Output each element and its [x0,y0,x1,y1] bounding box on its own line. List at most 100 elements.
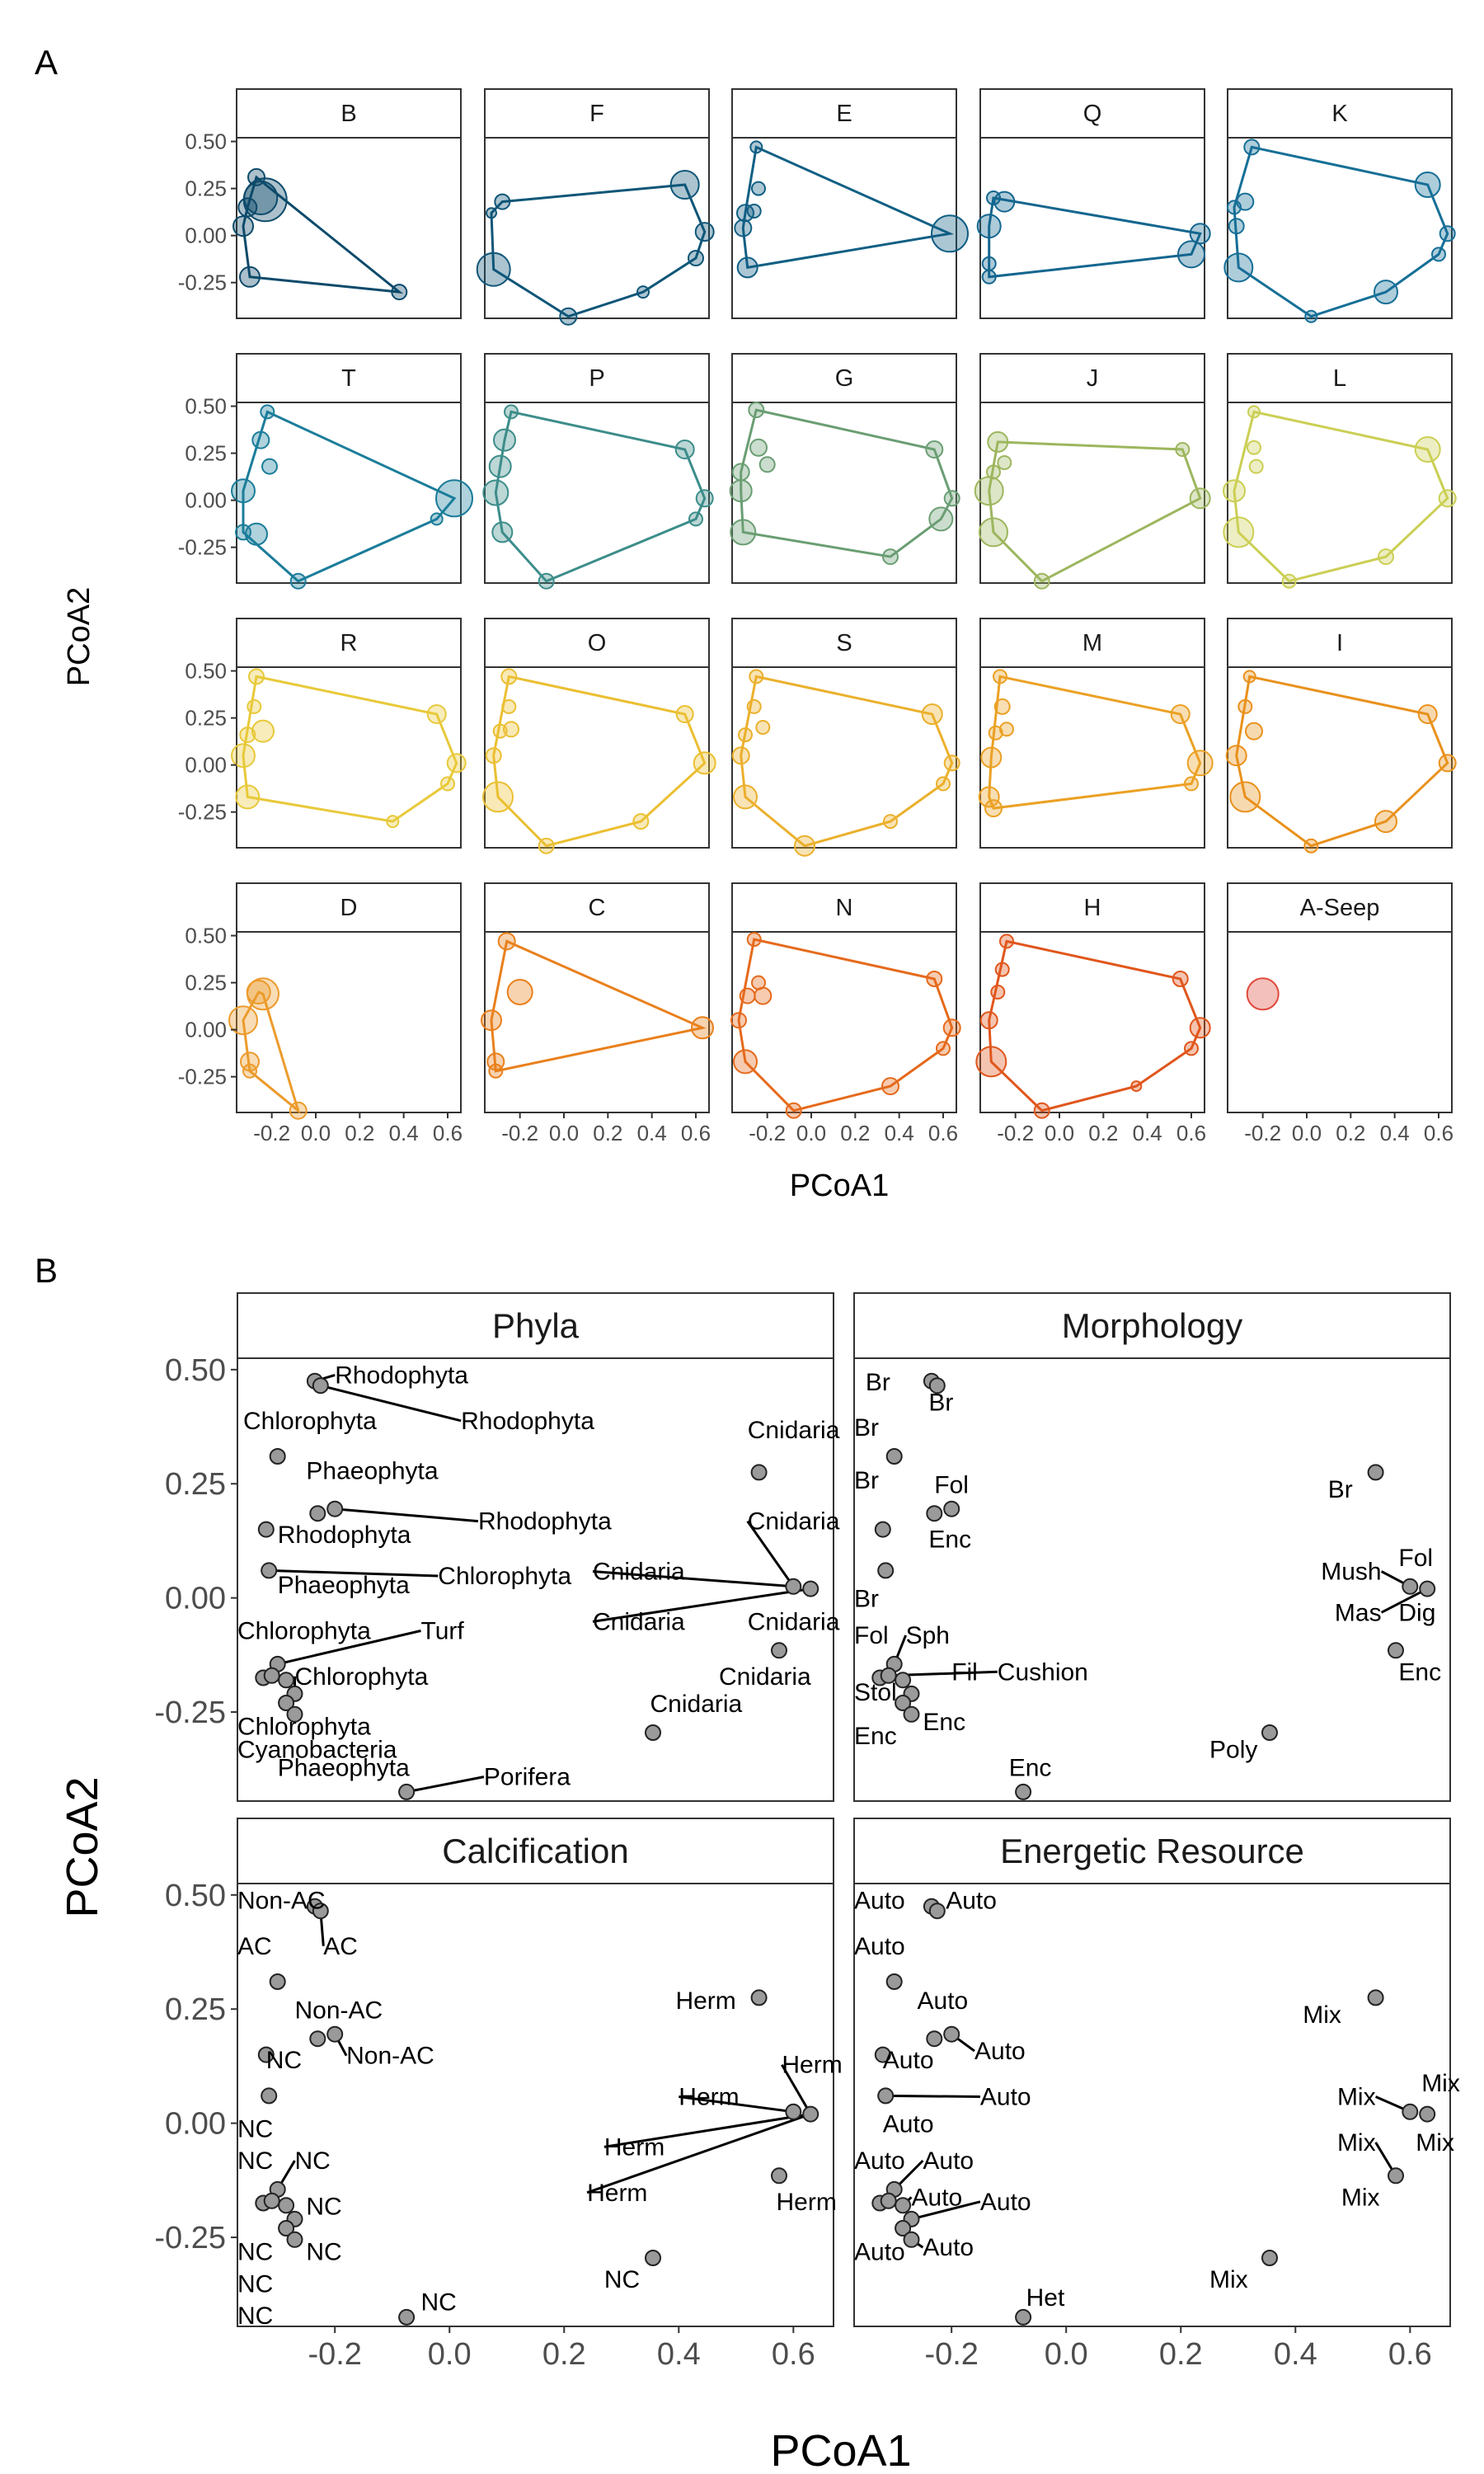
data-point [1438,754,1457,773]
data-point [874,1521,891,1538]
label-leader [592,1587,811,1623]
data-point [645,1724,661,1741]
data-point [771,2167,787,2185]
data-point [903,1705,920,1723]
data-point [1225,745,1247,767]
x-tick-label: 0.6 [433,1121,463,1145]
point-label: Cnidaria [748,1608,840,1635]
point-label: Non-AC [295,1997,383,2024]
data-point [785,1578,802,1595]
facet-f: F [476,88,715,326]
y-tick-label: 0.25 [165,1992,226,2027]
facet-panel [484,137,710,319]
facet-strip [853,1818,1451,1884]
data-point [695,489,714,508]
x-tick-label: 0.6 [1424,1121,1453,1145]
data-point [504,404,519,420]
data-point [506,979,533,1005]
convex-hull [1233,410,1449,583]
point-label: Br [854,1414,879,1442]
facet-panel [484,666,710,849]
label-leader [885,2094,980,2098]
data-point [882,548,899,566]
facet-title: I [1336,630,1343,656]
data-point [736,256,758,279]
data-point [1367,1464,1384,1481]
data-point [312,1377,329,1395]
data-point [999,934,1014,949]
data-point [632,813,650,830]
data-point [231,478,256,504]
label-leader [277,1630,421,1666]
x-tick-label: 0.0 [428,2337,472,2372]
point-label: Chlorophyta [237,1714,371,1741]
data-point [1242,670,1256,684]
point-label: Cushion [998,1658,1088,1686]
label-leader [406,1776,485,1794]
data-point [746,698,762,714]
data-point [733,784,758,810]
label-leader [586,2113,811,2194]
data-point [1388,1642,1404,1659]
facet-o: O [482,618,716,854]
point-label: Br [854,1586,879,1613]
convex-hull [740,675,954,848]
facet-s: S [731,618,960,857]
data-point [269,1448,286,1465]
facet-panel [236,666,462,849]
facet-panel [731,402,957,584]
facet-title: Phyla [492,1306,580,1345]
data-point [730,519,757,546]
facet-panel [236,931,462,1113]
data-point [1246,977,1280,1011]
facet-strip [236,618,462,668]
data-point [1130,1080,1143,1093]
point-label: Auto [980,2084,1031,2111]
data-point [538,837,555,854]
facet-strip [237,1818,834,1884]
x-tick-label: 0.6 [681,1121,711,1145]
point-label: Auto [854,2239,905,2266]
data-point [1223,479,1246,503]
data-point [486,207,497,219]
facet-c: C -0.2 0.0 0.2 0.4 0.6 [481,882,714,1145]
data-point [426,704,447,724]
data-point [877,2087,895,2105]
data-point [242,177,288,223]
data-point [749,669,764,684]
data-point [943,1500,960,1517]
data-point [1227,200,1242,215]
y-tick-label: 0.25 [165,1467,226,1502]
data-point [1261,2250,1278,2266]
x-tick-label: 0.0 [1292,1121,1322,1145]
convex-hull [737,938,954,1112]
data-point [785,1102,802,1119]
point-label: Br [928,1390,953,1417]
point-label: Br [1328,1476,1353,1503]
convex-hull [741,145,955,270]
x-tick-label: 0.2 [1336,1121,1365,1145]
panel-a: B 0.50 0.25 0.00 -0.25 F E Q K T 0.50 0.25 0.00 -0.25… [62,88,1457,1203]
data-point [751,181,766,196]
data-point [738,727,753,743]
y-tick-label: 0.25 [185,441,227,466]
point-label: Stol [854,1679,897,1706]
data-point [880,1667,897,1684]
data-point [942,1018,961,1037]
x-tick-label: 0.0 [1045,1121,1074,1145]
data-point [538,572,555,590]
data-point [485,747,502,764]
facet-title: Energetic Resource [1000,1832,1304,1870]
data-point [278,2197,295,2214]
facet-k: K [1223,88,1456,323]
data-point [645,2250,661,2266]
point-label: Non-AC [237,1887,326,1914]
data-point [260,404,275,420]
x-tick-label: 0.6 [1176,1121,1206,1145]
point-label: Het [1026,2284,1065,2312]
data-point [446,753,467,774]
point-label: Enc [854,1723,897,1750]
facet-title: J [1087,365,1099,392]
data-point [257,1521,275,1538]
data-point [885,1973,903,1990]
